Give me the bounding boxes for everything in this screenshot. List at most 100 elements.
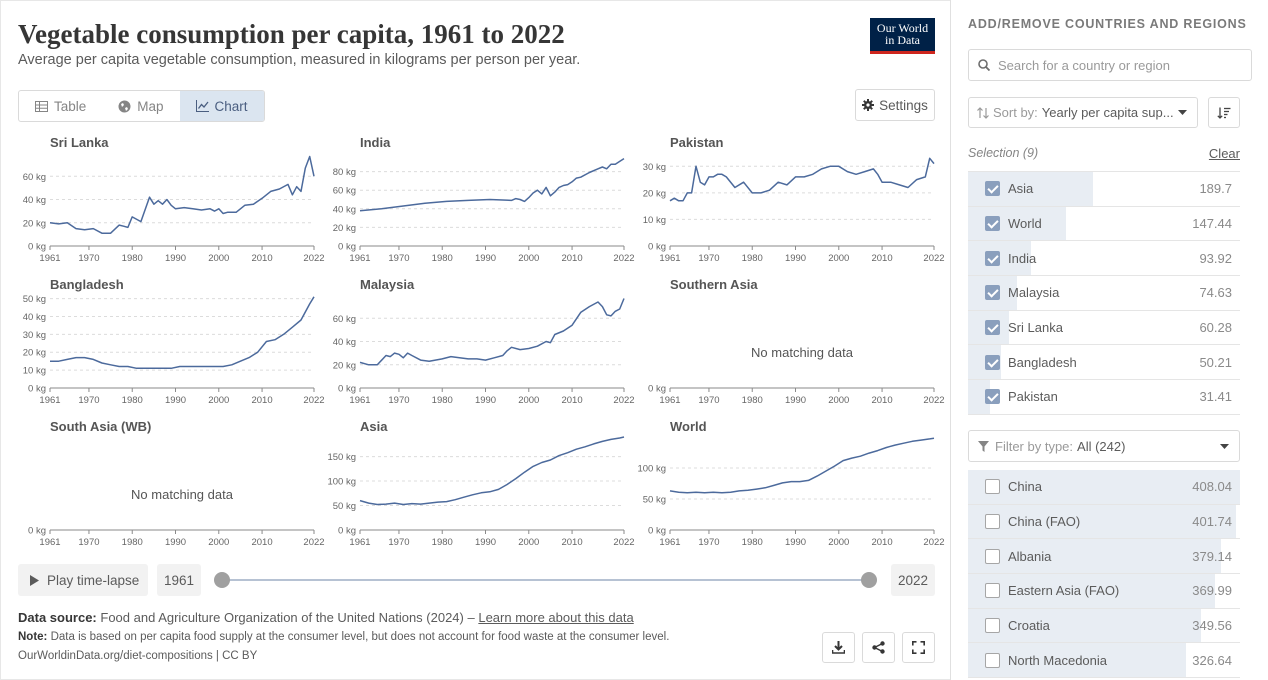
filter-dropdown[interactable]: Filter by type: All (242) <box>968 430 1240 462</box>
owid-logo[interactable]: Our World in Data <box>870 18 935 54</box>
fullscreen-button[interactable] <box>902 632 935 663</box>
panel-title: Asia <box>360 419 388 434</box>
timeline-track[interactable] <box>222 579 868 581</box>
x-tick-label: 2010 <box>251 395 272 406</box>
checkbox[interactable] <box>985 548 1000 564</box>
x-tick-label: 2022 <box>303 253 324 264</box>
start-year[interactable]: 1961 <box>157 564 201 596</box>
series-line[interactable] <box>669 157 935 202</box>
x-tick-label: 2000 <box>518 395 539 406</box>
end-handle[interactable] <box>861 572 877 588</box>
x-tick-label: 2000 <box>828 253 849 264</box>
series-line[interactable] <box>50 296 315 370</box>
x-tick-label: 2000 <box>828 537 849 548</box>
series-line[interactable] <box>359 436 625 506</box>
panel-plot: 0 kg 10 kg 20 kg 30 kg 1961 1970 1980 1990 2000 2… <box>643 157 945 264</box>
chart-subtitle: Average per capita vegetable consumption… <box>18 52 581 68</box>
x-tick-label: 1990 <box>475 253 496 264</box>
entity-name: Asia <box>1008 181 1034 197</box>
list-item[interactable]: World 147.44 <box>968 206 1240 242</box>
checkbox[interactable] <box>985 320 1000 336</box>
checkbox[interactable] <box>985 389 1000 405</box>
list-item[interactable]: Pakistan 31.41 <box>968 380 1240 415</box>
line-chart-icon <box>195 100 209 112</box>
checkbox[interactable] <box>985 479 1000 495</box>
y-tick-label: 0 kg <box>338 384 356 395</box>
x-tick-label: 1980 <box>122 537 143 548</box>
series-line[interactable] <box>359 157 625 212</box>
list-item[interactable]: Asia 189.7 <box>968 172 1240 207</box>
note-label: Note: <box>18 631 48 643</box>
x-tick-label: 1990 <box>785 395 806 406</box>
list-item[interactable]: Sri Lanka 60.28 <box>968 310 1240 346</box>
panel-plot: 0 kg 10 kg 20 kg 30 kg 40 kg 50 kg 1961 1970 198… <box>23 294 325 406</box>
x-tick-label: 2000 <box>208 537 229 548</box>
source-text: Food and Agriculture Organization of the… <box>100 610 475 625</box>
checkbox[interactable] <box>985 514 1000 530</box>
checkbox[interactable] <box>985 652 1000 668</box>
checkbox[interactable] <box>985 583 1000 599</box>
y-tick-label: 0 kg <box>28 526 46 537</box>
x-tick-label: 2022 <box>613 253 634 264</box>
x-tick-label: 2022 <box>923 253 944 264</box>
x-tick-label: 1980 <box>432 253 453 264</box>
source-url[interactable]: OurWorldinData.org/diet-compositions | C… <box>18 650 258 662</box>
list-item[interactable]: China 408.04 <box>968 470 1240 505</box>
list-item[interactable]: Eastern Asia (FAO) 369.99 <box>968 574 1240 609</box>
sort-label: Sort by: <box>993 105 1038 120</box>
y-tick-label: 0 kg <box>28 242 46 253</box>
checkbox[interactable] <box>985 216 1000 232</box>
x-tick-label: 2010 <box>561 253 582 264</box>
share-button[interactable] <box>862 632 895 663</box>
chart-panel: 0 kg 50 kg 100 kg 1961 1970 1980 1990 2000 2010 2… <box>637 419 944 559</box>
download-button[interactable] <box>822 632 855 663</box>
chart-panel: 0 kg 1961 1970 1980 1990 2000 2010 2022 No match… <box>638 277 945 417</box>
list-item[interactable]: Albania 379.14 <box>968 539 1240 575</box>
play-timelapse-button[interactable]: Play time-lapse <box>18 564 148 596</box>
list-item[interactable]: China (FAO) 401.74 <box>968 504 1240 540</box>
learn-more-link[interactable]: Learn more about this data <box>478 610 634 625</box>
list-item[interactable]: North Macedonia 326.64 <box>968 643 1240 679</box>
chart-title: Vegetable consumption per capita, 1961 t… <box>18 19 565 49</box>
list-item[interactable]: Croatia 349.56 <box>968 608 1240 644</box>
tab-chart[interactable]: Chart <box>179 91 264 121</box>
settings-label: Settings <box>879 97 928 113</box>
list-item[interactable]: Bangladesh 50.21 <box>968 345 1240 381</box>
entity-value: 189.7 <box>1199 181 1232 197</box>
end-year[interactable]: 2022 <box>891 564 935 596</box>
checkbox[interactable] <box>985 250 1000 266</box>
list-item[interactable]: India 93.92 <box>968 241 1240 277</box>
search-input[interactable]: Search for a country or region <box>968 49 1252 81</box>
start-handle[interactable] <box>214 572 230 588</box>
view-tabs: Table Map Chart <box>18 90 265 122</box>
funnel-icon <box>978 440 989 452</box>
x-tick-label: 1961 <box>39 395 60 406</box>
x-tick-label: 2000 <box>208 395 229 406</box>
tab-table[interactable]: Table <box>19 91 102 121</box>
sort-dropdown[interactable]: Sort by: Yearly per capita sup... <box>968 97 1198 128</box>
x-tick-label: 1980 <box>122 253 143 264</box>
x-tick-label: 1980 <box>432 537 453 548</box>
clear-button[interactable]: Clear <box>1208 146 1240 161</box>
list-item[interactable]: Malaysia 74.63 <box>968 276 1240 311</box>
x-tick-label: 1961 <box>39 253 60 264</box>
x-tick-label: 1980 <box>122 395 143 406</box>
tab-map[interactable]: Map <box>102 91 179 121</box>
value-bar <box>968 574 1215 608</box>
checkbox[interactable] <box>985 285 1000 301</box>
series-line[interactable] <box>49 155 315 234</box>
entity-value: 379.14 <box>1192 548 1232 564</box>
x-tick-label: 1961 <box>39 537 60 548</box>
y-tick-label: 10 kg <box>23 366 46 377</box>
checkbox[interactable] <box>985 354 1000 370</box>
checkbox[interactable] <box>985 618 1000 634</box>
settings-button[interactable]: Settings <box>855 89 935 121</box>
x-tick-label: 2010 <box>561 395 582 406</box>
sort-order-button[interactable] <box>1208 97 1240 128</box>
series-line[interactable] <box>359 298 625 366</box>
series-line[interactable] <box>669 437 935 494</box>
entity-selector: ADD/REMOVE COUNTRIES AND REGIONS Search … <box>950 0 1268 680</box>
x-tick-label: 1980 <box>432 395 453 406</box>
checkbox[interactable] <box>985 181 1000 197</box>
